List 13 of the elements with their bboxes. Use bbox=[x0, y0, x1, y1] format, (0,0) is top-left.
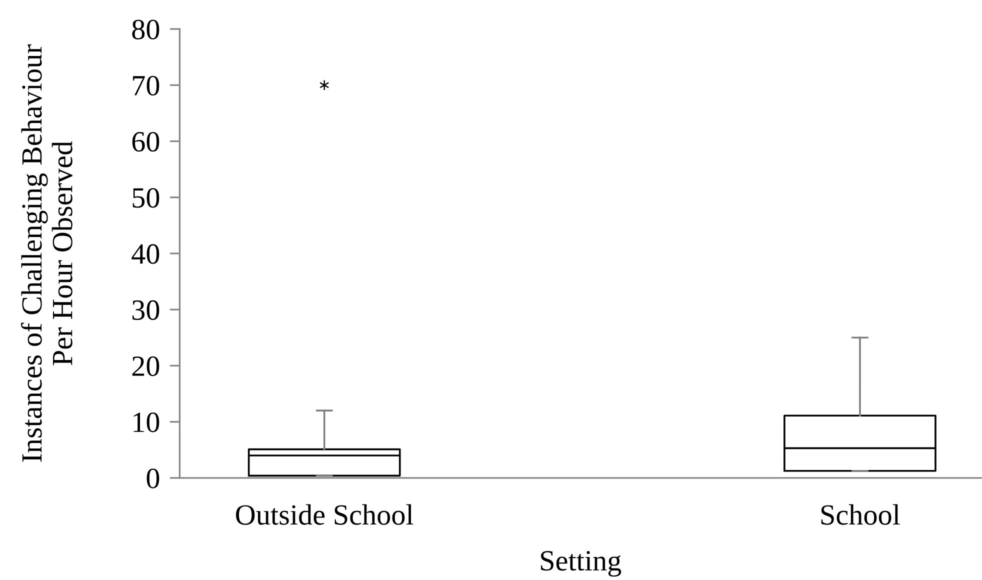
y-tick-label: 80 bbox=[132, 20, 160, 40]
x-tick-label: Outside School bbox=[236, 504, 414, 525]
y-tick-label: 40 bbox=[132, 244, 160, 264]
y-tick-label: 50 bbox=[132, 188, 160, 208]
y-tick-label: 70 bbox=[133, 76, 160, 96]
y-axis-title: Instances of Challenging Behaviour Per Hour Observed bbox=[20, 44, 72, 462]
x-tick-label: School bbox=[821, 504, 900, 525]
y-tick-label: 20 bbox=[132, 356, 160, 376]
y-tick-label: 30 bbox=[132, 300, 160, 320]
y-tick-label: 0 bbox=[146, 468, 160, 488]
x-axis-title: Setting bbox=[540, 551, 622, 577]
y-tick-label: 10 bbox=[134, 412, 160, 432]
y-tick-label: 60 bbox=[132, 132, 160, 152]
